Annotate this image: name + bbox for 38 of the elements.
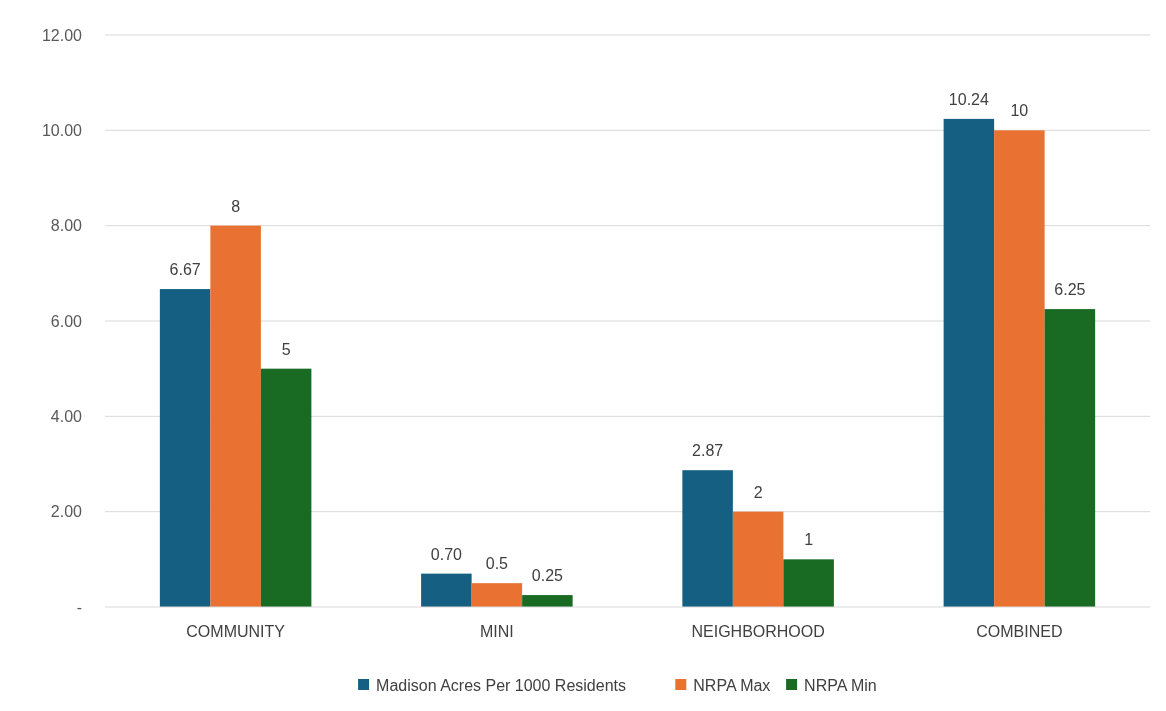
bar (471, 583, 523, 607)
bar (943, 118, 995, 607)
data-label: 10.24 (948, 90, 989, 108)
data-label: 8 (231, 197, 241, 215)
y-tick-label: 10.00 (41, 121, 83, 139)
legend-label: NRPA Max (693, 676, 771, 694)
data-label: 10 (1010, 102, 1029, 120)
bar (682, 470, 733, 607)
x-tick-label: NEIGHBORHOOD (691, 623, 825, 640)
y-tick-label: 8.00 (50, 217, 83, 235)
x-tick-label: MINI (479, 623, 514, 640)
bar (421, 573, 472, 607)
bar (783, 559, 834, 607)
legend-label: Madison Acres Per 1000 Residents (376, 676, 627, 694)
data-label: 0.70 (430, 545, 463, 563)
bar (159, 289, 211, 607)
y-tick-label: 4.00 (50, 407, 83, 425)
x-tick-label: COMBINED (976, 623, 1063, 640)
data-label: 1 (804, 531, 814, 549)
data-label: 0.25 (531, 567, 564, 585)
bar (1044, 309, 1096, 607)
data-label: 2.87 (692, 442, 724, 460)
bar (210, 225, 261, 607)
data-label: 6.67 (169, 261, 201, 279)
bar (522, 595, 573, 607)
legend-label: NRPA Min (804, 676, 877, 694)
data-label: 5 (281, 340, 291, 358)
bar (732, 511, 784, 607)
bar (260, 368, 312, 607)
data-label: 2 (753, 483, 763, 501)
y-tick-label: 12.00 (41, 26, 83, 44)
data-label: 6.25 (1054, 281, 1086, 299)
x-tick-label: COMMUNITY (186, 623, 286, 640)
data-label: 0.5 (485, 555, 509, 573)
bar (994, 130, 1045, 607)
y-tick-label: - (76, 598, 82, 616)
y-tick-label: 2.00 (50, 503, 83, 521)
y-tick-label: 6.00 (50, 312, 83, 330)
